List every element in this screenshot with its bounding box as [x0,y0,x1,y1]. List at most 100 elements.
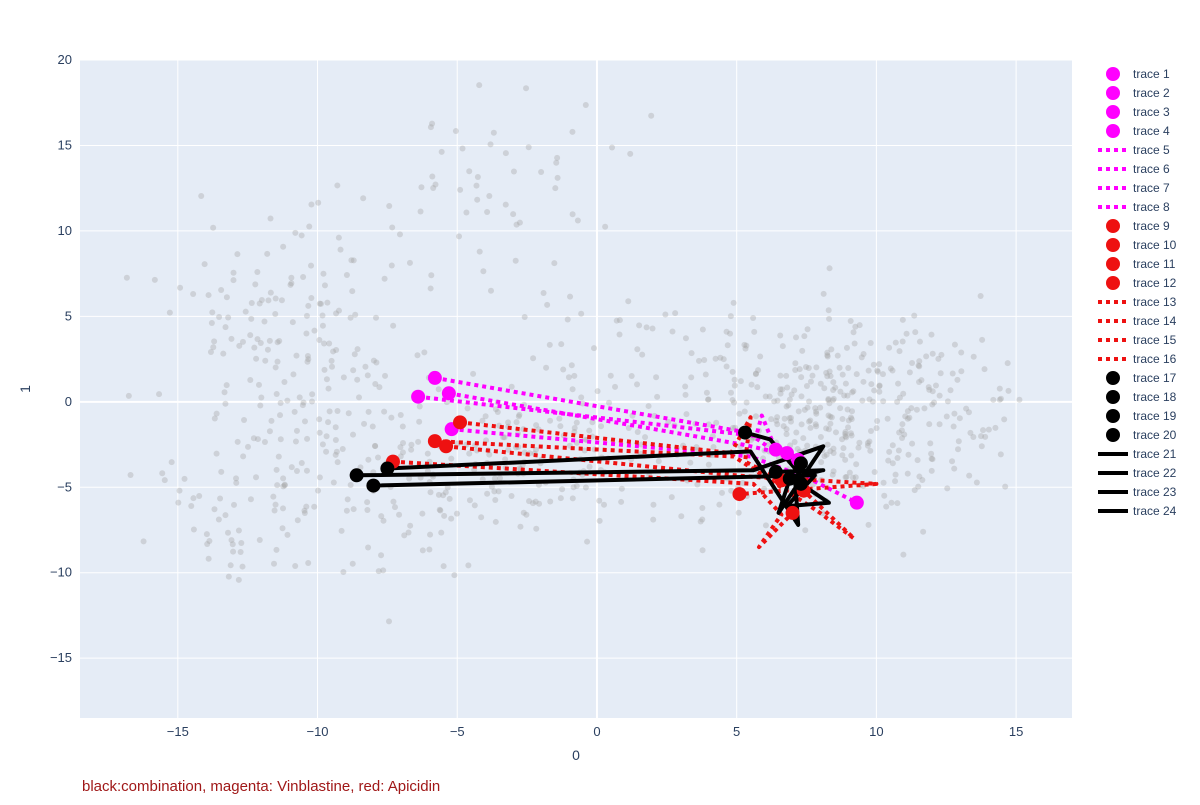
background-point [533,422,540,429]
background-point [466,168,473,175]
background-point [337,246,344,253]
background-point [351,351,358,358]
background-point [237,549,244,556]
background-point [904,408,911,415]
background-point [929,388,936,395]
background-point [319,441,326,448]
legend-label: trace 16 [1133,352,1177,366]
background-point [886,448,893,455]
background-point [798,374,805,381]
background-point [369,423,376,430]
background-point [876,361,883,368]
background-point [333,310,340,317]
legend-label: trace 9 [1133,219,1170,233]
legend-label: trace 24 [1133,504,1177,518]
background-point [230,269,237,276]
background-point [748,381,755,388]
background-point [438,529,445,536]
legend-label: trace 8 [1133,200,1170,214]
background-point [308,262,315,269]
background-point [892,471,899,478]
background-point [818,459,825,466]
background-point [564,316,571,323]
background-point [446,495,453,502]
background-point [399,449,406,456]
background-point [254,436,261,443]
background-point [741,341,748,348]
background-point [869,398,876,405]
background-point [653,374,660,381]
background-point [308,295,315,302]
background-point [247,376,254,383]
background-point [847,414,854,421]
background-point [181,475,188,482]
background-point [207,349,214,356]
background-point [929,350,936,357]
background-point [349,288,356,295]
trace-point [380,461,395,476]
background-point [867,339,874,346]
background-point [437,507,444,514]
background-point [921,405,928,412]
background-point [612,383,619,390]
x-tick-label: −15 [167,724,189,739]
background-point [955,446,962,453]
background-point [928,455,935,462]
background-point [970,353,977,360]
background-point [752,370,759,377]
background-point [333,347,340,354]
background-point [848,432,855,439]
trace-line [417,394,778,451]
background-point [264,250,271,257]
background-point [304,353,311,360]
background-point [364,372,371,379]
background-point [406,259,413,266]
legend-marker [1106,105,1120,119]
background-point [582,484,589,491]
background-point [388,414,395,421]
background-point [963,405,970,412]
background-point [474,196,481,203]
background-point [796,366,803,373]
background-point [222,400,229,407]
background-point [360,195,367,202]
background-point [218,468,225,475]
background-point [280,243,287,250]
background-point [256,536,263,543]
background-point [209,309,216,316]
background-point [880,479,887,486]
legend-marker [1106,390,1120,404]
background-point [695,357,702,364]
background-point [951,465,958,472]
background-point [683,411,690,418]
background-point [267,215,274,222]
background-point [812,405,819,412]
background-point [273,390,280,397]
background-point [151,276,158,283]
background-point [852,323,859,330]
legend-marker [1106,67,1120,81]
background-point [912,329,919,336]
background-point [309,391,316,398]
background-point [520,509,527,516]
background-point [729,396,736,403]
legend-label: trace 10 [1133,238,1177,252]
background-point [849,408,856,415]
background-point [222,324,229,331]
background-point [233,479,240,486]
background-point [308,201,315,208]
background-point [293,352,300,359]
background-point [888,499,895,506]
background-point [303,503,310,510]
background-point [255,381,262,388]
background-point [688,374,695,381]
background-point [827,448,834,455]
background-point [486,192,493,199]
background-point [645,403,652,410]
background-point [168,459,175,466]
background-point [198,192,205,199]
background-point [397,453,404,460]
background-point [257,340,264,347]
background-point [884,415,891,422]
background-point [928,467,935,474]
